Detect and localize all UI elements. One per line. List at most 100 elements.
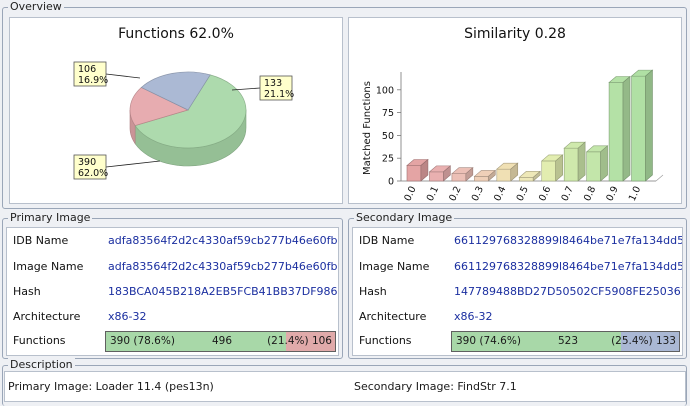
bar bbox=[631, 75, 646, 182]
description-primary-line: Primary Image: Loader 11.4 (pes13n) bbox=[8, 380, 214, 393]
secondary-row-idb-name: IDB Name 661129768328899l8464be71e7fa134… bbox=[353, 228, 682, 254]
secondary-image-title: Secondary Image bbox=[354, 211, 455, 225]
primary-row-architecture: Architecture x86-32 bbox=[7, 304, 338, 330]
pie-label-percent: 62.0% bbox=[78, 168, 108, 179]
functions-total-text: 496 bbox=[212, 335, 233, 347]
x-tick-label: 0.7 bbox=[560, 185, 576, 203]
functions-unmatched-text: (25.4%) 133 bbox=[611, 335, 676, 347]
bar bbox=[429, 171, 444, 182]
primary-row-image-name: Image Name adfa83564f2d2c4330af59cb277b4… bbox=[7, 254, 338, 280]
secondary-row-image-name: Image Name 661129768328899l8464be71e7fa1… bbox=[353, 254, 682, 280]
bar bbox=[474, 176, 489, 182]
matched-segment bbox=[452, 332, 622, 351]
x-tick-label: 0.3 bbox=[470, 185, 486, 203]
functions-chart-panel: Functions 62.0% 390 62.0% 106 16.9% 133 21.1% bbox=[9, 17, 343, 204]
functions-chart-title: Functions 62.0% bbox=[118, 26, 234, 42]
bar-side bbox=[600, 145, 608, 182]
secondary-row-hash: Hash 147789488BD27D50502CF5908FE2503673 bbox=[353, 279, 682, 305]
row-value[interactable]: 147789488BD27D50502CF5908FE2503673 bbox=[454, 285, 682, 298]
y-tick-label: 25 bbox=[382, 154, 394, 165]
primary-info-panel: IDB Name adfa83564f2d2c4330af59cb277b46e… bbox=[6, 227, 339, 356]
y-tick-label: 0 bbox=[388, 177, 394, 188]
row-key: Architecture bbox=[359, 310, 427, 323]
bar-side bbox=[645, 69, 653, 182]
row-key: Image Name bbox=[13, 260, 84, 273]
pie-label-box bbox=[73, 61, 107, 87]
x-tick-label: 0.0 bbox=[402, 185, 418, 203]
bar bbox=[541, 160, 556, 182]
row-key: Hash bbox=[359, 285, 387, 298]
bar-side bbox=[577, 141, 586, 182]
pie-label-percent: 21.1% bbox=[264, 89, 294, 100]
bar bbox=[586, 151, 601, 182]
y-tick-label: 50 bbox=[382, 131, 394, 142]
bar-side bbox=[510, 162, 519, 182]
pie-label-percent: 16.9% bbox=[78, 75, 108, 86]
functions-unmatched-text: (21.4%) 106 bbox=[267, 335, 332, 347]
x-tick-label: 0.4 bbox=[492, 185, 508, 203]
pie-label-count: 133 bbox=[264, 78, 282, 89]
secondary-image-group: Secondary Image IDB Name 661129768328899… bbox=[348, 211, 687, 359]
pie-leader-line bbox=[105, 160, 161, 168]
matched-segment bbox=[106, 332, 286, 351]
row-key: Image Name bbox=[359, 260, 430, 273]
primary-image-group: Primary Image IDB Name adfa83564f2d2c433… bbox=[2, 211, 343, 359]
bar-side bbox=[443, 165, 451, 182]
bar-side bbox=[532, 170, 541, 182]
bar-side bbox=[487, 169, 496, 182]
primary-image-title: Primary Image bbox=[8, 211, 93, 225]
bar bbox=[451, 173, 467, 182]
description-group: Description bbox=[2, 358, 687, 406]
primary-row-idb-name: IDB Name adfa83564f2d2c4330af59cb277b46e… bbox=[7, 228, 338, 254]
x-tick-label: 0.6 bbox=[537, 185, 553, 203]
overview-title: Overview bbox=[8, 0, 64, 14]
row-key: IDB Name bbox=[359, 234, 415, 247]
row-key: IDB Name bbox=[13, 234, 69, 247]
bar bbox=[608, 82, 624, 182]
bar-side bbox=[465, 167, 474, 182]
row-value[interactable]: x86-32 bbox=[108, 310, 147, 323]
bar bbox=[406, 165, 422, 182]
secondary-row-functions: Functions 390 (74.6%) 523 (25.4%) 133 bbox=[353, 328, 682, 354]
overview-group: Overview Functions 62.0% 390 62.0% 106 16.9… bbox=[2, 0, 687, 209]
row-key: Functions bbox=[13, 334, 66, 347]
bar-side bbox=[555, 154, 563, 182]
similarity-chart-title: Similarity 0.28 bbox=[464, 26, 566, 42]
row-value[interactable]: adfa83564f2d2c4330af59cb277b46e60fb69( bbox=[108, 260, 338, 273]
x-tick-label: 0.9 bbox=[604, 185, 620, 203]
x-tick-label: 0.5 bbox=[515, 185, 531, 203]
pie-slice bbox=[134, 74, 247, 149]
secondary-functions-bar[interactable]: 390 (74.6%) 523 (25.4%) 133 bbox=[451, 331, 680, 352]
y-tick-label: 100 bbox=[376, 85, 394, 96]
row-key: Architecture bbox=[13, 310, 81, 323]
unmatched-segment bbox=[285, 332, 335, 351]
pie-leader-line bbox=[105, 73, 141, 79]
row-key: Hash bbox=[13, 285, 41, 298]
y-tick-label: 75 bbox=[382, 108, 394, 119]
pie-label-box bbox=[73, 154, 107, 180]
pie-leader-line bbox=[231, 87, 261, 91]
bar-side bbox=[420, 158, 429, 182]
row-value[interactable]: 183BCA045B218A2EB5FCB41BB37DF986C bbox=[108, 285, 338, 298]
primary-row-functions: Functions 390 (78.6%) 496 (21.4%) 106 bbox=[7, 328, 338, 354]
primary-functions-bar[interactable]: 390 (78.6%) 496 (21.4%) 106 bbox=[105, 331, 336, 352]
secondary-info-panel: IDB Name 661129768328899l8464be71e7fa134… bbox=[352, 227, 683, 356]
x-tick-label: 0.8 bbox=[582, 185, 598, 203]
similarity-chart-panel: Similarity 0.28 0 25 50 75 100 Matched Functi… bbox=[348, 17, 682, 204]
bar bbox=[518, 177, 534, 182]
row-value[interactable]: x86-32 bbox=[454, 310, 493, 323]
y-axis-label: Matched Functions bbox=[362, 81, 373, 175]
row-value[interactable]: 661129768328899l8464be71e7fa134dd5e8 bbox=[454, 260, 682, 273]
x-tick-label: 0.1 bbox=[425, 185, 441, 203]
bar-side bbox=[622, 75, 631, 182]
x-tick-label: 1.0 bbox=[627, 185, 643, 203]
row-value[interactable]: 661129768328899l8464be71e7fa134dd5e8 bbox=[454, 234, 682, 247]
description-title: Description bbox=[8, 358, 75, 372]
description-secondary-line: Secondary Image: FindStr 7.1 bbox=[354, 380, 517, 393]
description-panel: Primary Image: Loader 11.4 (pes13n) Seco… bbox=[4, 371, 686, 402]
row-value[interactable]: adfa83564f2d2c4330af59cb277b46e60fb69( bbox=[108, 234, 338, 247]
x-tick-label: 0.2 bbox=[447, 185, 463, 203]
functions-matched-text: 390 (78.6%) bbox=[110, 335, 175, 347]
